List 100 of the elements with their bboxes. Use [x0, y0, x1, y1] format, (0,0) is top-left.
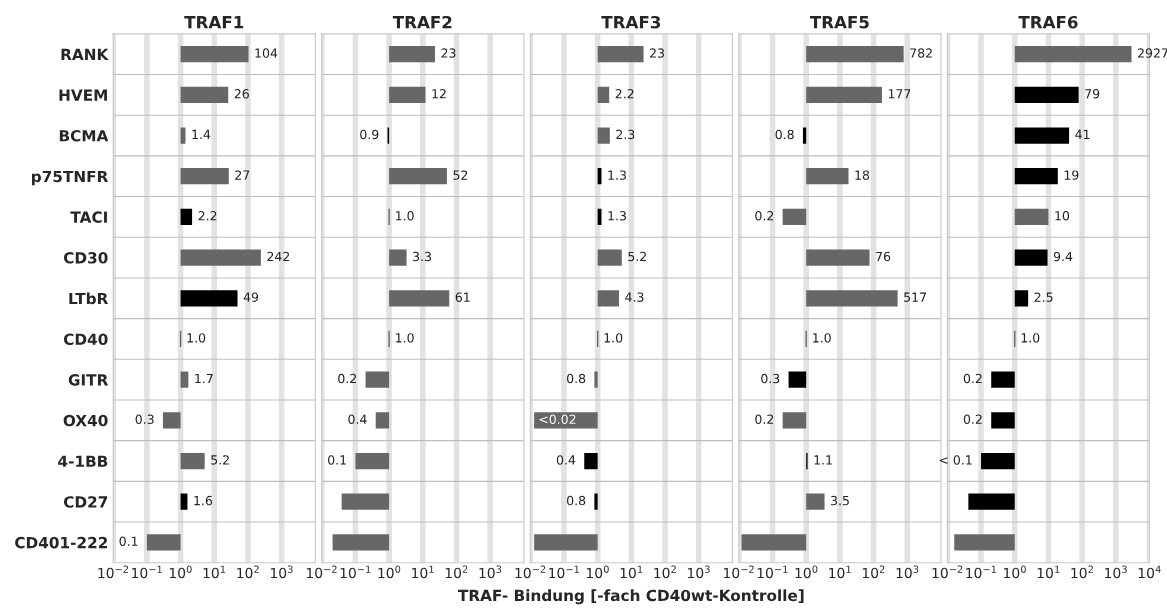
data-label: 1.3: [608, 170, 626, 180]
bar: [806, 290, 898, 307]
data-label: <0.02: [539, 414, 576, 424]
x-tick-label: 10$^{0}$: [1004, 565, 1026, 579]
bar: [597, 127, 610, 144]
data-label: 23: [650, 48, 664, 58]
bar: [954, 534, 1015, 551]
y-tick-label: CD40: [63, 333, 108, 345]
x-tick-label: 10$^{3}$: [479, 565, 502, 579]
x-tick-label: 10$^{2}$: [654, 565, 676, 579]
x-tick-label: 10$^{3}$: [896, 565, 919, 579]
x-tick-label: 10$^{0}$: [169, 565, 192, 579]
bar: [741, 534, 807, 551]
bar: [597, 249, 622, 266]
data-label: 1.0: [1021, 333, 1040, 343]
bar: [968, 493, 1015, 510]
data-label: 1.3: [608, 211, 626, 221]
data-label: 5.2: [211, 455, 229, 465]
bar: [180, 249, 261, 266]
bar: [389, 86, 426, 103]
data-label: 79: [1085, 89, 1100, 99]
data-label: 49: [243, 292, 259, 302]
bar: [180, 452, 205, 470]
data-label: 0.1: [328, 455, 346, 465]
data-label: 2.3: [616, 129, 635, 140]
y-tick-label: CD27: [63, 496, 108, 508]
bar: [1014, 208, 1049, 226]
x-tick-label: 10$^{1}$: [1037, 565, 1060, 579]
data-label: 76: [876, 251, 891, 262]
data-label: 2.2: [198, 211, 217, 221]
bar: [1014, 168, 1058, 185]
data-label: 0.4: [556, 455, 576, 465]
bar: [806, 86, 882, 103]
data-label: 0.3: [761, 373, 780, 384]
bar: [534, 412, 598, 429]
x-tick-label: 10$^{−2}$: [98, 565, 129, 579]
bar: [806, 493, 825, 510]
data-label: 0.9: [360, 129, 379, 140]
data-label: 782: [910, 48, 932, 58]
y-tick-label: LTbR: [69, 292, 109, 305]
data-label: 0.8: [567, 495, 586, 506]
bar: [332, 534, 390, 551]
data-label: 19: [1064, 170, 1079, 180]
y-tick-label: 4-1BB: [58, 455, 108, 467]
bar: [180, 168, 229, 185]
x-tick-label: 10$^{2}$: [862, 565, 885, 579]
x-tick-label: 10$^{0}$: [795, 565, 818, 579]
chart-title: TRAF3: [601, 15, 661, 29]
bar: [597, 290, 619, 307]
bar: [981, 452, 1015, 470]
bar: [1014, 127, 1070, 144]
data-label: 1.0: [396, 211, 414, 221]
data-label: 52: [453, 170, 468, 180]
x-tick-label: 10$^{3}$: [688, 565, 710, 579]
bar: [788, 371, 807, 388]
data-label: 27: [235, 170, 250, 180]
data-label: 2.5: [1034, 292, 1053, 302]
x-tick-label: 10$^{−1}$: [340, 565, 371, 579]
data-label: 0.4: [348, 414, 367, 424]
y-tick-label: CD401-222: [15, 536, 108, 549]
x-tick-label: 10$^{2}$: [445, 565, 468, 579]
bar: [375, 412, 390, 429]
data-label: 517: [904, 292, 926, 302]
x-axis-title: TRAF- Bindung [-fach CD40wt-Kontrolle]: [457, 589, 804, 605]
data-label: 1.0: [187, 333, 206, 343]
data-label: 1.0: [396, 333, 414, 343]
bar: [597, 46, 644, 63]
bar: [534, 534, 598, 551]
x-tick-label: 10$^{3}$: [1105, 565, 1127, 579]
data-label: 177: [888, 89, 911, 99]
y-tick-label: GITR: [68, 374, 109, 386]
data-label: 61: [455, 292, 470, 302]
x-tick-label: 10$^{−1}$: [132, 565, 162, 579]
data-label: 0.8: [567, 373, 586, 384]
y-tick-label: HVEM: [59, 89, 107, 101]
bar: [597, 86, 610, 103]
y-tick-label: CD30: [63, 252, 108, 264]
bar: [162, 412, 181, 429]
data-label: 104: [255, 48, 278, 58]
data-label: 0.2: [963, 373, 982, 384]
data-label: 0.2: [755, 414, 774, 424]
data-label: 41: [1075, 129, 1090, 139]
bar: [1014, 249, 1048, 266]
data-label: 1.0: [813, 333, 831, 343]
bar: [365, 371, 390, 388]
data-label: 1.4: [192, 129, 211, 139]
y-tick-label: p75TNFR: [32, 170, 109, 186]
x-tick-label: 10$^{−1}$: [966, 565, 996, 579]
bar: [594, 493, 598, 510]
x-tick-label: 10$^{2}$: [1071, 565, 1093, 579]
data-label: < 0.1: [939, 455, 972, 465]
x-tick-label: 10$^{0}$: [586, 565, 609, 579]
data-label: 10: [1055, 211, 1070, 221]
x-tick-label: 10$^{1}$: [412, 565, 434, 579]
y-tick-label: RANK: [61, 48, 109, 60]
bar: [584, 452, 598, 470]
x-tick-label: 10$^{−2}$: [306, 565, 337, 579]
data-label: 12: [432, 89, 446, 99]
bar: [1014, 290, 1029, 307]
bar: [389, 249, 407, 266]
